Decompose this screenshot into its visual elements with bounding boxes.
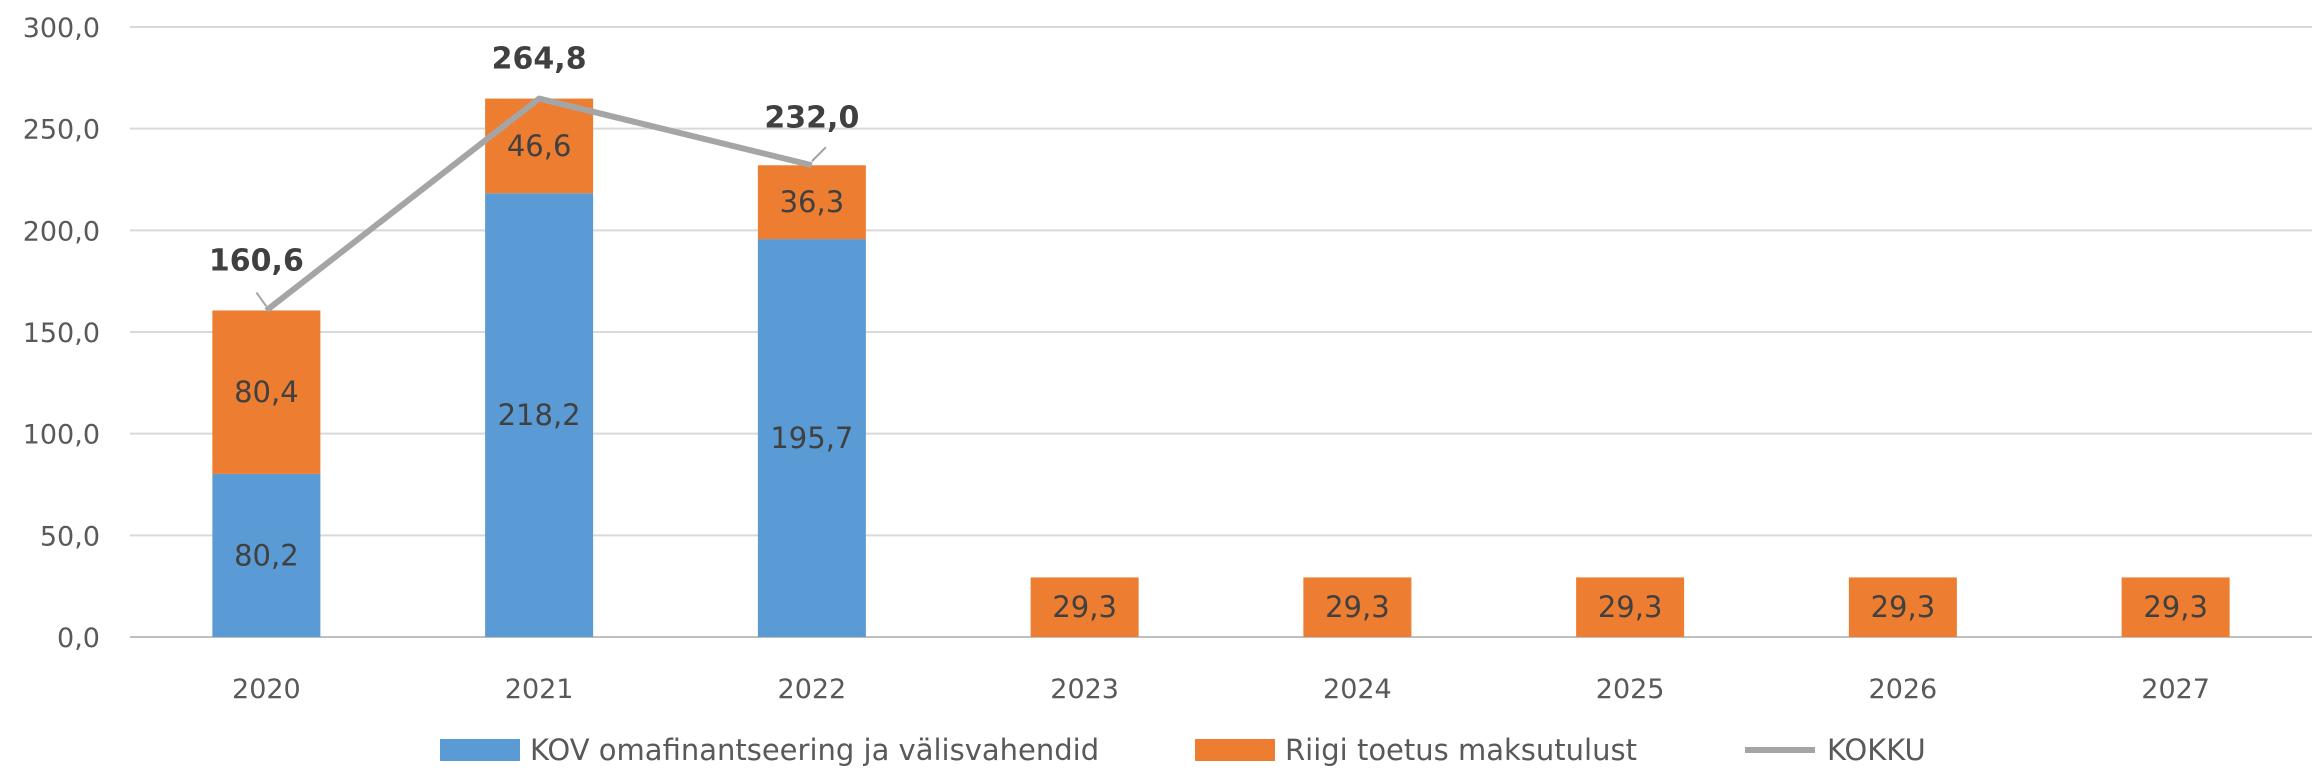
- legend-swatch: [1195, 739, 1275, 761]
- total-value-label: 232,0: [764, 100, 859, 135]
- bar-segment-1: [212, 473, 321, 637]
- y-tick-label: 250,0: [23, 115, 100, 146]
- bar-value-label: 36,3: [780, 185, 845, 219]
- total-value-label: 264,8: [492, 42, 587, 77]
- x-tick-label: 2020: [232, 674, 301, 705]
- x-tick-label: 2027: [2141, 674, 2210, 705]
- bar-segment-2: [1576, 577, 1685, 637]
- x-tick-label: 2024: [1323, 674, 1392, 705]
- x-tick-label: 2021: [505, 674, 574, 705]
- bar-segment-2: [1303, 577, 1412, 637]
- x-tick-label: 2023: [1050, 674, 1119, 705]
- bar-value-label: 46,6: [507, 129, 572, 163]
- y-tick-label: 150,0: [23, 318, 100, 349]
- legend-label: Riigi toetus maksutulust: [1285, 733, 1637, 767]
- bar-segment-2: [2121, 577, 2230, 637]
- y-tick-label: 100,0: [23, 420, 100, 451]
- bar-value-label: 29,3: [2143, 590, 2208, 624]
- label-leader-line: [255, 291, 268, 308]
- total-line: [264, 95, 813, 313]
- bar-value-label: 80,2: [234, 538, 299, 572]
- bar-value-label: 29,3: [1598, 590, 1663, 624]
- bar-segment-2: [757, 165, 866, 240]
- bar-segment-1: [485, 193, 594, 637]
- x-tick-label: 2022: [778, 674, 847, 705]
- y-tick-label: 50,0: [40, 521, 100, 552]
- y-tick-label: 200,0: [23, 216, 100, 247]
- bar-value-label: 80,4: [234, 375, 299, 409]
- bar-segment-2: [212, 310, 321, 474]
- bar-value-label: 29,3: [1052, 590, 1117, 624]
- bar-segment-1: [757, 239, 866, 637]
- bar-value-label: 29,3: [1325, 590, 1390, 624]
- y-tick-label: 0,0: [57, 623, 100, 654]
- bar-value-label: 195,7: [770, 421, 853, 455]
- bar-segment-2: [1848, 577, 1957, 637]
- bar-value-label: 218,2: [498, 398, 581, 432]
- y-tick-label: 300,0: [23, 13, 100, 44]
- legend-label: KOKKU: [1827, 733, 1926, 767]
- x-tick-label: 2026: [1869, 674, 1938, 705]
- legend-swatch: [440, 739, 520, 761]
- bar-value-label: 29,3: [1871, 590, 1936, 624]
- x-tick-label: 2025: [1596, 674, 1665, 705]
- bar-segment-2: [485, 98, 594, 194]
- label-leader-line: [811, 146, 827, 162]
- bar-segment-2: [1030, 577, 1139, 637]
- legend-label: KOV omafinantseering ja välisvahendid: [530, 733, 1099, 767]
- total-value-label: 160,6: [209, 243, 304, 278]
